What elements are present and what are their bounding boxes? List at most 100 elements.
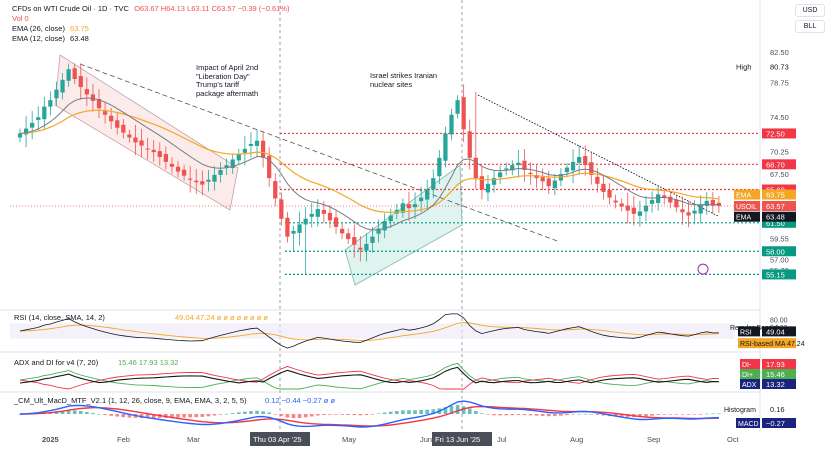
candle-body <box>163 154 168 162</box>
macd-value: −0.27 <box>766 419 785 428</box>
macd-hist-bar <box>382 412 387 414</box>
candle-body <box>84 89 89 95</box>
candle-body <box>382 221 387 231</box>
ema26-label[interactable]: EMA (26, close) <box>12 24 65 33</box>
candle-body <box>352 237 357 245</box>
macd-hist-bar <box>224 413 229 415</box>
price-value-box <box>762 211 796 222</box>
macd-hist-bar <box>328 414 332 415</box>
candle-body <box>455 100 460 114</box>
macd-hist-bar <box>127 414 132 418</box>
candle-body <box>577 157 582 163</box>
candle-body <box>260 140 266 158</box>
macd-hist-bar <box>425 409 430 414</box>
candle-body <box>522 160 527 170</box>
candle-body <box>649 200 655 204</box>
price-tag-box <box>734 200 760 211</box>
annotation-tariff: Impact of April 2nd "Liberation Day" Tru… <box>196 63 259 98</box>
candle-body <box>595 176 600 184</box>
macd-hist-bar <box>486 414 490 415</box>
macd-value-box <box>762 418 796 428</box>
candle-body <box>224 165 229 169</box>
candle-body <box>406 204 412 209</box>
macd-hist-bar <box>388 411 393 414</box>
candle-body <box>60 79 65 93</box>
candle-body <box>127 134 132 138</box>
macd-hist-bar <box>601 414 606 416</box>
ema12-label[interactable]: EMA (12, close) <box>12 34 65 43</box>
candle-body <box>78 76 83 88</box>
price-tick-label: 67.50 <box>770 170 789 179</box>
macd-hist-bar <box>553 414 557 417</box>
macd-hist-bar <box>401 410 405 414</box>
candle-body <box>333 217 339 227</box>
macd-hist-bar <box>121 414 126 418</box>
ema12-line <box>19 97 719 231</box>
symbol-label[interactable]: CFDs on WTI Crude Oil · 1D · TVC <box>12 4 129 13</box>
adx-value: 13.32 <box>766 380 785 389</box>
candle-body <box>181 169 187 176</box>
level-label-box <box>762 128 796 139</box>
scale-controls: USD BLL <box>795 4 825 36</box>
rsi-ma-line <box>19 322 719 341</box>
adx-tag-box <box>740 379 760 389</box>
x-tick-label: Mar <box>187 435 200 444</box>
rsi-ma-tag-box <box>738 338 796 349</box>
candle-body <box>327 212 333 221</box>
lightning-icon <box>697 263 709 275</box>
macd-hist-bar <box>200 414 205 417</box>
macd-hist-bar <box>449 405 454 414</box>
macd-hist-bar <box>78 411 83 414</box>
adx-tag-box <box>740 359 760 369</box>
macd-hist-bar <box>540 414 545 416</box>
annotation-tariff-line: package aftermath <box>196 88 259 98</box>
macd-hist-bar <box>182 414 186 418</box>
macd-hist-bar <box>273 414 278 415</box>
macd-hist-bar <box>565 414 569 416</box>
event-date-label: Fri 13 Jun '25 <box>435 435 480 444</box>
candle-body <box>54 89 59 99</box>
macd-hist-bar <box>419 409 423 414</box>
macd-hist-bar <box>145 414 150 419</box>
unit-button[interactable]: BLL <box>795 20 825 33</box>
candle-body <box>516 162 521 166</box>
candle-body <box>437 157 442 177</box>
macd-hist-bar <box>72 410 77 414</box>
macd-hist-bar <box>407 410 411 414</box>
rsi-value-box <box>762 326 796 337</box>
level-label: 55.15 <box>766 270 785 279</box>
currency-button[interactable]: USD <box>795 4 825 17</box>
macd-hist-bar <box>194 414 199 418</box>
macd-hist-bar <box>230 413 235 414</box>
candle-body <box>704 200 709 206</box>
rsi-value: 49.04 <box>766 327 785 336</box>
price-value-box <box>762 189 796 200</box>
macd-hist-bar <box>109 414 113 416</box>
macd-hist-bar <box>212 414 217 416</box>
candle-body <box>66 69 71 81</box>
macd-hist-bar <box>650 414 654 416</box>
candle-body <box>583 156 588 166</box>
x-tick-label: Feb <box>117 435 130 444</box>
event-date-box <box>432 432 492 446</box>
macd-hist-bar <box>522 414 527 416</box>
candle-body <box>115 120 120 128</box>
price-tick-label: 57.00 <box>770 255 789 264</box>
candle-body <box>30 122 35 128</box>
candle-body <box>698 204 703 214</box>
candle-body <box>339 228 345 234</box>
macd-hist-bar <box>297 414 302 418</box>
candle-body <box>716 202 722 206</box>
macd-hist-bar <box>394 411 399 414</box>
macd-title: _CM_Ult_MacD_MTF_V2.1 (1, 12, 26, close,… <box>13 396 247 405</box>
high-value: 80.73 <box>770 63 789 72</box>
adx-title: ADX and DI for v4 (7, 20) <box>14 358 99 367</box>
ema26-line <box>19 109 719 213</box>
candle-body <box>121 124 126 133</box>
rsi-line <box>19 313 719 349</box>
macd-hist-bar <box>656 414 660 415</box>
candle-body <box>680 209 685 213</box>
adx-values: 15.46 17.93 13.32 <box>118 358 178 367</box>
price-value: 63.57 <box>766 202 785 211</box>
